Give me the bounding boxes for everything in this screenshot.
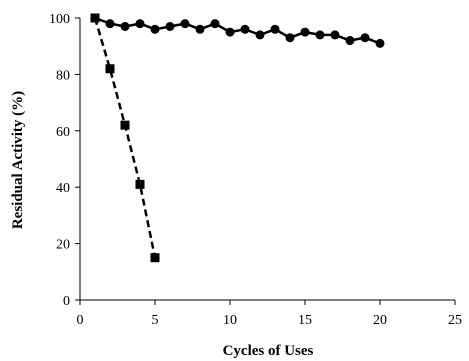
series-layer bbox=[90, 13, 385, 263]
y-tick-label: 20 bbox=[56, 238, 70, 253]
data-point bbox=[135, 19, 145, 29]
data-point bbox=[135, 179, 145, 189]
data-point bbox=[105, 19, 115, 29]
data-point bbox=[180, 19, 190, 29]
series-2 bbox=[90, 13, 160, 263]
data-point bbox=[195, 24, 205, 34]
data-point bbox=[360, 33, 370, 43]
y-tick-label: 100 bbox=[49, 12, 70, 27]
x-axis-label: Cycles of Uses bbox=[223, 343, 314, 359]
data-point bbox=[165, 21, 175, 31]
y-tick-label: 40 bbox=[56, 181, 70, 196]
x-tick-label: 15 bbox=[298, 313, 312, 328]
data-point bbox=[330, 30, 340, 40]
data-point bbox=[210, 19, 220, 29]
y-tick-label: 80 bbox=[56, 68, 70, 83]
axes: 0 5 10 15 20 25 0 20 40 60 80 100 bbox=[49, 12, 462, 328]
data-point bbox=[315, 30, 325, 40]
data-point bbox=[285, 33, 295, 43]
data-point bbox=[120, 21, 130, 31]
data-point bbox=[90, 13, 100, 23]
data-point bbox=[255, 30, 265, 40]
data-point bbox=[225, 27, 235, 37]
y-tick-label: 60 bbox=[56, 125, 70, 140]
data-point bbox=[240, 24, 250, 34]
x-tick-label: 5 bbox=[152, 313, 159, 328]
y-tick-label: 0 bbox=[63, 294, 70, 309]
series-2-line bbox=[93, 17, 157, 258]
x-tick-label: 10 bbox=[223, 313, 237, 328]
data-point bbox=[345, 36, 355, 46]
data-point bbox=[150, 253, 160, 263]
x-tick-label: 0 bbox=[77, 313, 84, 328]
data-point bbox=[120, 120, 130, 130]
y-axis-label: Residual Activity (%) bbox=[10, 91, 26, 229]
data-point bbox=[105, 64, 115, 74]
data-point bbox=[150, 24, 160, 34]
data-point bbox=[300, 27, 310, 37]
data-point bbox=[270, 24, 280, 34]
x-tick-label: 25 bbox=[448, 313, 462, 328]
x-tick-label: 20 bbox=[373, 313, 387, 328]
series-1 bbox=[90, 13, 385, 48]
data-point bbox=[375, 38, 385, 48]
